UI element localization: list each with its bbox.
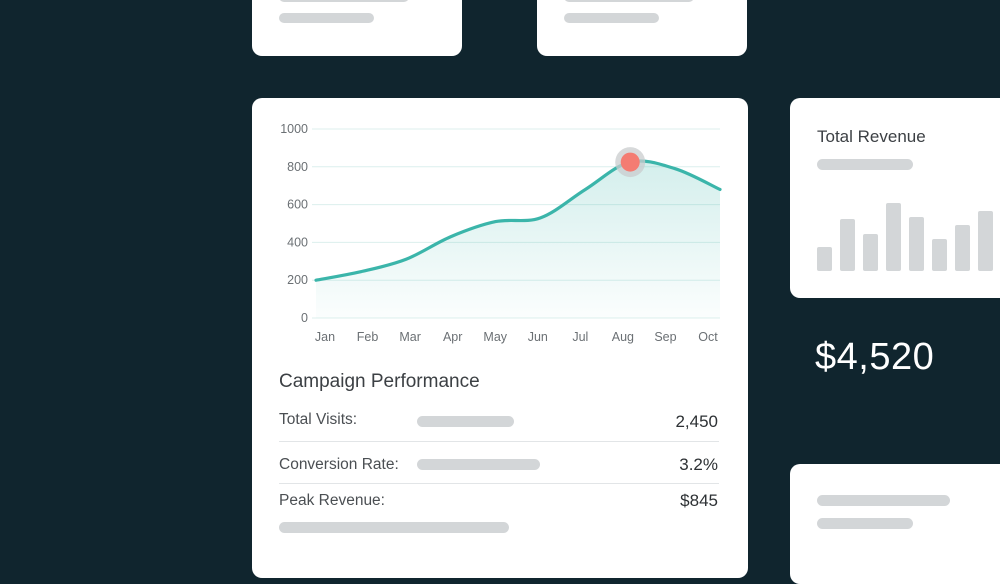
total-visits-label: Total Visits: (279, 411, 358, 428)
x-tick-label: May (483, 330, 507, 344)
y-tick-label: 0 (301, 311, 308, 325)
summary-card-top-mid (537, 0, 747, 56)
mini-bar (817, 247, 832, 271)
summary-card-bottom-right (790, 464, 1000, 584)
campaign-area-chart: 1000 800 600 400 200 0 Jan Feb Mar Apr May Jun Jul A… (280, 122, 722, 344)
series-area (316, 160, 720, 318)
y-tick-label: 800 (287, 160, 308, 174)
placeholder-line (817, 518, 913, 529)
placeholder-line (564, 0, 694, 2)
mini-bar (886, 203, 901, 271)
total-revenue-card: Total Revenue (790, 98, 1000, 298)
row-divider (279, 441, 719, 442)
placeholder-line (817, 495, 950, 506)
x-tick-label: Mar (399, 330, 421, 344)
mini-bar (955, 225, 970, 271)
conversion-rate-value: 3.2% (679, 455, 718, 474)
conversion-rate-label: Conversion Rate: (279, 456, 399, 473)
campaign-title: Campaign Performance (279, 371, 480, 392)
placeholder-line (564, 13, 659, 23)
peak-revenue-value: $845 (680, 491, 718, 510)
row-divider (279, 483, 719, 484)
x-tick-label: Feb (357, 330, 379, 344)
mini-bar (978, 211, 993, 271)
y-tick-label: 400 (287, 235, 308, 249)
total-revenue-amount: $4,520 (815, 336, 935, 378)
x-tick-label: Oct (698, 330, 718, 344)
placeholder-line (279, 13, 374, 23)
x-tick-label: Apr (443, 330, 462, 344)
series-line (314, 159, 722, 282)
mini-bar (863, 234, 878, 271)
x-tick-label: Jun (528, 330, 548, 344)
total-revenue-title: Total Revenue (817, 127, 926, 146)
y-tick-label: 1000 (280, 122, 308, 136)
x-tick-label: Sep (654, 330, 676, 344)
mini-bar (909, 217, 924, 271)
highlight-point[interactable] (620, 152, 640, 172)
placeholder-line (279, 0, 409, 2)
x-tick-label: Jul (572, 330, 588, 344)
y-tick-label: 200 (287, 273, 308, 287)
y-tick-label: 600 (287, 198, 308, 212)
placeholder-bar (417, 416, 514, 427)
placeholder-bar (279, 522, 509, 533)
placeholder-line (817, 159, 913, 170)
x-tick-label: Jan (315, 330, 335, 344)
placeholder-bar (417, 459, 540, 470)
total-visits-value: 2,450 (675, 412, 718, 431)
summary-card-top-left (252, 0, 462, 56)
campaign-performance-card: 1000 800 600 400 200 0 Jan Feb Mar Apr May Jun Jul A… (252, 98, 748, 578)
x-tick-label: Aug (612, 330, 634, 344)
peak-revenue-label: Peak Revenue: (279, 492, 385, 509)
mini-bar (840, 219, 855, 271)
mini-bar (932, 239, 947, 271)
